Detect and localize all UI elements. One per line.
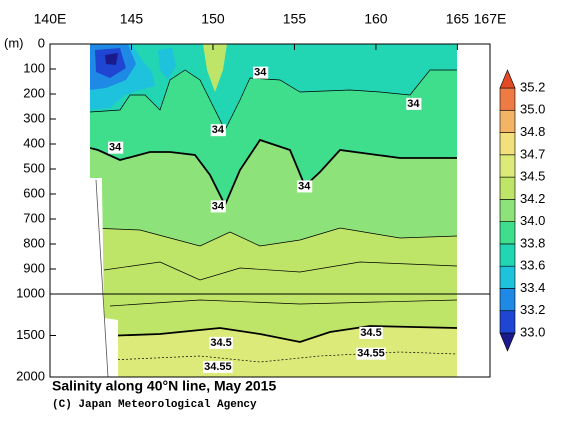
contour-label-bg [209, 336, 233, 349]
contour-label: 34 [253, 66, 269, 79]
colorbar-segment [499, 199, 516, 222]
contour-line [103, 261, 457, 281]
colorbar-segment [499, 109, 516, 133]
contour-line [109, 299, 457, 307]
colorbar-segment [499, 132, 516, 156]
colorbar-segment [499, 265, 516, 289]
y-axis-label: (m) [4, 35, 24, 50]
contour-line [90, 138, 457, 208]
colorbar-label: 33.0 [520, 324, 545, 339]
colorbar-segment [499, 288, 516, 312]
contour-label-text: 34 [212, 124, 225, 136]
contour-label-bg [108, 141, 124, 154]
x-tick-label: 167E [474, 11, 507, 27]
colorbar-segment [499, 154, 516, 178]
colorbar-segment [499, 243, 516, 267]
y-tick-label: 1000 [16, 285, 45, 300]
colorbar-segment [499, 310, 516, 334]
y-tick-label: 200 [23, 85, 45, 100]
contour-label-bg [359, 326, 383, 339]
contour-label-text: 34 [109, 142, 122, 154]
y-tick-label: 400 [23, 135, 45, 150]
credit: (C) Japan Meteorological Agency [52, 399, 257, 411]
contour-label: 34 [406, 97, 422, 110]
colorbar-label: 33.4 [520, 280, 545, 295]
colorbar-segment [499, 176, 516, 200]
chart-title: Salinity along 40°N line, May 2015 [52, 378, 276, 394]
contour-label-bg [203, 360, 233, 373]
y-tick-label: 700 [23, 210, 45, 225]
colorbar-label: 34.5 [520, 169, 545, 184]
y-tick-label: 1500 [16, 327, 45, 342]
contour-region [105, 53, 118, 65]
contour-label: 34 [210, 200, 226, 213]
section-edge [95, 179, 109, 378]
x-tick-label: 155 [283, 11, 307, 27]
y-tick-label: 800 [23, 235, 45, 250]
contour-region [203, 44, 227, 92]
plot-frame [49, 43, 491, 378]
y-tick-label: 900 [23, 260, 45, 275]
contour-label: 34.55 [203, 360, 233, 373]
contour-region [90, 44, 457, 130]
y-tick-label: 300 [23, 110, 45, 125]
x-tick-label: 145 [120, 11, 144, 27]
colorbar-label: 35.2 [520, 79, 545, 94]
colorbar-label: 34.0 [520, 213, 545, 228]
y-tick-label: 0 [38, 35, 45, 50]
colorbar-segment [499, 87, 516, 111]
contour-label-bg [210, 124, 226, 137]
colorbar-segment [499, 221, 516, 245]
contour-label-bg [297, 180, 313, 193]
y-tick-label: 100 [23, 60, 45, 75]
x-tick-label: 160 [364, 11, 388, 27]
colorbar-label: 34.7 [520, 146, 545, 161]
y-tick-label: 600 [23, 185, 45, 200]
contour-label-bg [356, 347, 386, 360]
x-tick-label: 150 [201, 11, 225, 27]
contour-label-bg [253, 66, 269, 79]
salinity-field [90, 44, 457, 377]
contour-line [109, 351, 457, 363]
contour-label-text: 34 [407, 98, 420, 110]
contour-label-text: 34.55 [357, 348, 385, 360]
colorbar-under [499, 332, 516, 352]
contour-label-text: 34.55 [204, 361, 232, 373]
contour-label: 34 [210, 124, 226, 137]
contour-region [158, 48, 176, 80]
contour-label: 34 [108, 141, 124, 154]
contour-label-bg [406, 97, 422, 110]
contour-label-bg [210, 200, 226, 213]
colorbar-label: 33.8 [520, 235, 545, 250]
contour-label: 34.5 [359, 326, 383, 339]
contour-line [90, 227, 457, 247]
contour-label-text: 34.5 [210, 337, 231, 349]
contour-label-text: 34 [298, 180, 311, 192]
colorbar-label: 34.2 [520, 191, 545, 206]
x-tick-label: 165 [446, 11, 470, 27]
contour-label: 34.5 [209, 336, 233, 349]
contour-label: 34.55 [356, 347, 386, 360]
y-tick-label: 2000 [16, 368, 45, 383]
contour-label: 34 [297, 180, 313, 193]
colorbar-label: 34.8 [520, 124, 545, 139]
contour-label-text: 34 [254, 67, 267, 79]
colorbar-label: 33.2 [520, 302, 545, 317]
y-tick-label: 500 [23, 160, 45, 175]
colorbar-label: 33.6 [520, 258, 545, 273]
contour-label-text: 34 [212, 200, 225, 212]
x-tick-label: 140E [34, 11, 67, 27]
colorbar-over [499, 69, 516, 89]
colorbar-label: 35.0 [520, 102, 545, 117]
contour-label-text: 34.5 [360, 327, 381, 339]
